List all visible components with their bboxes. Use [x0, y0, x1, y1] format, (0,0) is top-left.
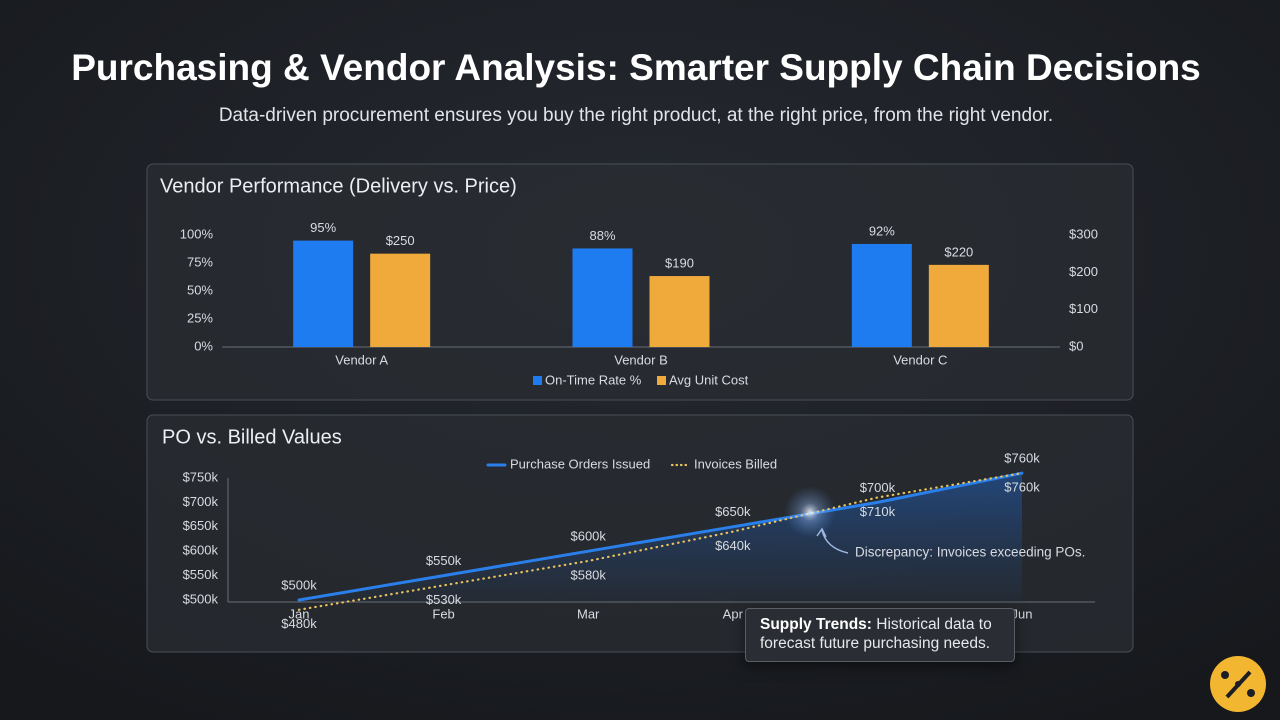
legend-label: Purchase Orders Issued	[510, 456, 650, 471]
charts: Vendor Performance (Delivery vs. Price) 0…	[160, 175, 1098, 631]
data-label: 88%	[589, 228, 615, 243]
y-tick-label: 0%	[194, 338, 213, 353]
data-label: $530k	[426, 592, 462, 607]
data-label: $220	[944, 244, 973, 259]
bar	[370, 253, 431, 347]
chart-title: Vendor Performance (Delivery vs. Price)	[160, 175, 517, 197]
annotation: Discrepancy: Invoices exceeding POs.	[855, 545, 1085, 560]
logo	[1210, 656, 1266, 712]
x-tick-label: Vendor C	[893, 352, 947, 367]
data-label: $190	[665, 256, 694, 271]
y-tick-label: 75%	[187, 254, 213, 269]
x-tick-label: Jun	[1012, 606, 1033, 621]
bar	[293, 240, 354, 347]
y2-tick-label: $200	[1069, 264, 1098, 279]
bar	[928, 264, 989, 347]
x-tick-label: Apr	[723, 606, 744, 621]
data-label: 95%	[310, 220, 336, 235]
logo-dot	[1247, 689, 1255, 697]
legend-swatch	[533, 376, 542, 385]
y-tick-label: $500k	[183, 591, 219, 606]
legend-label: On-Time Rate %	[545, 372, 642, 387]
data-label: $500k	[281, 577, 317, 592]
y-tick-label: $650k	[183, 518, 219, 533]
callout: Supply Trends: Historical data to foreca…	[745, 608, 1015, 662]
y-tick-label: $550k	[183, 567, 219, 582]
y-tick-label: 100%	[180, 226, 214, 241]
data-label: $250	[386, 233, 415, 248]
data-label: $650k	[715, 504, 751, 519]
x-tick-label: Jan	[289, 606, 310, 621]
x-tick-label: Mar	[577, 606, 600, 621]
chart-title: PO vs. Billed Values	[162, 426, 342, 448]
y-tick-label: $700k	[183, 494, 219, 509]
logo-dot	[1221, 671, 1229, 679]
annotation-arrow	[821, 529, 849, 554]
data-label: $710k	[860, 504, 896, 519]
legend-swatch	[657, 376, 666, 385]
data-label: 92%	[869, 223, 895, 238]
data-label: $480k	[281, 616, 317, 631]
data-label: $700k	[860, 480, 896, 495]
data-label: $600k	[570, 529, 606, 544]
bar	[572, 248, 633, 347]
x-tick-label: Feb	[432, 606, 454, 621]
highlight-glow	[784, 486, 836, 538]
data-label: $760k	[1004, 480, 1040, 495]
y2-tick-label: $300	[1069, 226, 1098, 241]
logo-dot	[1235, 681, 1241, 687]
bar	[851, 243, 912, 347]
y2-tick-label: $0	[1069, 338, 1083, 353]
line	[297, 472, 1024, 611]
y-tick-label: $600k	[183, 543, 219, 558]
data-label: $760k	[1004, 451, 1040, 466]
bar	[649, 276, 710, 347]
callout-text: Historical data to forecast future purch…	[760, 616, 992, 652]
data-label: $640k	[715, 538, 751, 553]
line	[297, 471, 1024, 602]
y-tick-label: $750k	[183, 469, 219, 484]
data-label: $550k	[426, 553, 462, 568]
legend-label: Avg Unit Cost	[669, 372, 749, 387]
x-tick-label: Vendor A	[335, 352, 388, 367]
callout-title: Supply Trends:	[760, 616, 872, 633]
page-subtitle: Data-driven procurement ensures you buy …	[219, 105, 1053, 126]
y2-tick-label: $100	[1069, 301, 1098, 316]
legend-label: Invoices Billed	[694, 456, 777, 471]
y-tick-label: 50%	[187, 282, 213, 297]
page-title: Purchasing & Vendor Analysis: Smarter Su…	[71, 47, 1201, 88]
x-tick-label: Vendor B	[614, 352, 668, 367]
data-label: $580k	[570, 567, 606, 582]
y-tick-label: 25%	[187, 310, 213, 325]
annotation-arrow-head	[816, 527, 827, 538]
